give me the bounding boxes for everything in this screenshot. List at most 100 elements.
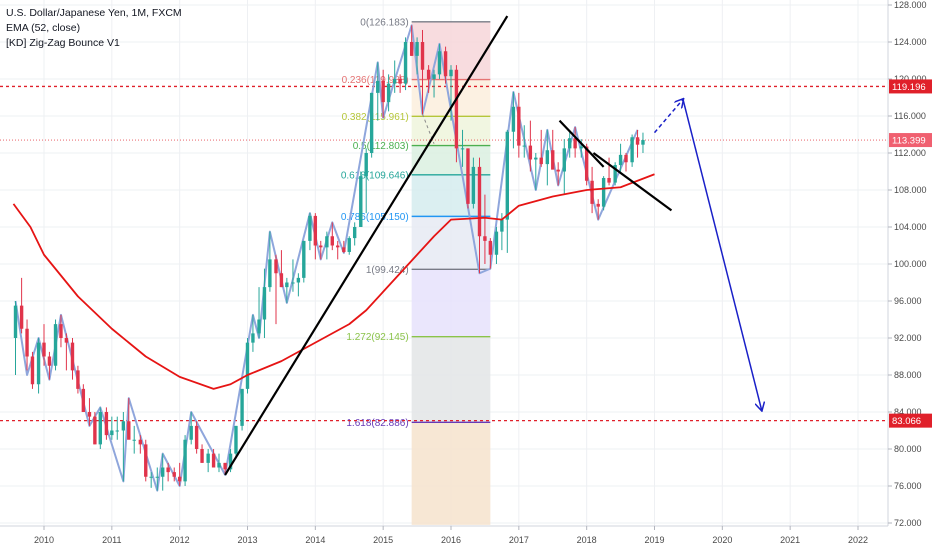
x-tick-label: 2014: [305, 535, 325, 545]
candle-body: [437, 51, 442, 75]
candle-body: [415, 42, 419, 56]
candle-body: [19, 305, 24, 329]
candle-body: [562, 148, 566, 172]
candle-body: [488, 240, 493, 255]
candle-body: [454, 69, 459, 149]
candle-body: [607, 177, 611, 183]
x-tick-label: 2013: [237, 535, 257, 545]
fib-zone: [411, 116, 491, 146]
time-axis-background: [0, 526, 932, 550]
x-tick-label: 2022: [848, 535, 868, 545]
price-tag: [889, 79, 932, 94]
candle-body: [251, 333, 255, 343]
y-tick-label: 88.000: [894, 370, 922, 380]
candle-body: [505, 131, 509, 220]
candle-body: [194, 425, 199, 449]
candle-body: [93, 416, 97, 445]
candle-body: [590, 180, 594, 204]
candle-body: [13, 305, 18, 338]
candle-body: [279, 273, 284, 288]
x-tick-label: 2021: [780, 535, 800, 545]
candle-body: [635, 137, 640, 145]
fib-level-label: 1.618(82.886): [346, 418, 408, 429]
x-tick-label: 2018: [577, 535, 597, 545]
fib-level-label: 0.618(109.646): [341, 170, 409, 181]
x-tick-label: 2011: [102, 535, 121, 545]
candle-body: [336, 245, 340, 248]
candle-body: [70, 342, 75, 371]
candle-body: [76, 370, 80, 389]
candle-body: [87, 412, 92, 417]
candle-body: [240, 388, 244, 426]
candle-body: [403, 42, 408, 84]
y-tick-label: 104.000: [894, 222, 927, 232]
candle-body: [64, 338, 69, 343]
candle-body: [500, 219, 504, 232]
candle-body: [393, 79, 397, 84]
candle-body: [359, 176, 363, 227]
candle-body: [268, 259, 272, 288]
candle-body: [211, 453, 216, 468]
x-tick-label: 2010: [34, 535, 54, 545]
fib-zone: [411, 269, 491, 337]
price-tag-label: 113.399: [892, 136, 926, 147]
candle-body: [274, 259, 278, 274]
price-tag-label: 83.066: [892, 416, 921, 427]
candle-body: [477, 166, 482, 237]
candle-body: [596, 203, 600, 207]
candle-body: [613, 165, 617, 183]
candle-body: [155, 476, 159, 478]
candle-body: [291, 282, 295, 284]
candle-body: [161, 467, 165, 477]
candle-body: [330, 236, 334, 246]
candle-body: [302, 240, 306, 278]
price-tag-label: 119.196: [892, 82, 926, 93]
fib-zone: [411, 422, 491, 525]
candle-body: [409, 42, 414, 56]
candle-body: [556, 169, 560, 172]
candle-body: [443, 51, 448, 77]
candle-body: [449, 69, 453, 77]
candle-body: [630, 137, 634, 163]
candle-body: [234, 425, 238, 454]
projection-arrow-down: [682, 99, 762, 410]
y-tick-label: 84.000: [894, 407, 922, 417]
trendline: [592, 152, 673, 212]
y-tick-label: 124.000: [894, 37, 927, 47]
candle-body: [110, 430, 114, 436]
candle-body: [386, 83, 391, 103]
candle-body: [59, 324, 63, 338]
x-tick-label: 2019: [644, 535, 664, 545]
candle-body: [325, 236, 329, 248]
candle-body: [466, 148, 470, 204]
ema-line: [12, 173, 655, 390]
candle-body: [98, 412, 102, 445]
candle-body: [313, 215, 318, 246]
candle-body: [42, 342, 46, 357]
candle-body: [369, 92, 374, 153]
candle-body: [539, 157, 543, 165]
candle-body: [471, 166, 476, 204]
candle-body: [618, 154, 623, 166]
candle-body: [53, 324, 58, 366]
chart-legend: U.S. Dollar/Japanese Yen, 1M, FXCM EMA (…: [6, 6, 182, 51]
y-tick-label: 92.000: [894, 333, 922, 343]
candle-body: [352, 227, 357, 239]
candle-body: [183, 439, 187, 482]
x-tick-label: 2020: [712, 535, 732, 545]
candle-body: [579, 146, 583, 149]
candle-body: [177, 476, 182, 482]
candle-body: [285, 282, 289, 288]
candle-body: [200, 449, 204, 463]
candle-body: [483, 236, 487, 241]
trendline: [558, 119, 605, 168]
x-tick-label: 2016: [441, 535, 461, 545]
legend-ema: EMA (52, close): [6, 22, 81, 34]
candle-body: [25, 328, 29, 357]
price-tag: [889, 133, 932, 148]
candle-body: [308, 215, 312, 241]
candle-body: [398, 79, 402, 84]
candle-body: [138, 439, 143, 445]
y-tick-label: 112.000: [894, 148, 926, 158]
